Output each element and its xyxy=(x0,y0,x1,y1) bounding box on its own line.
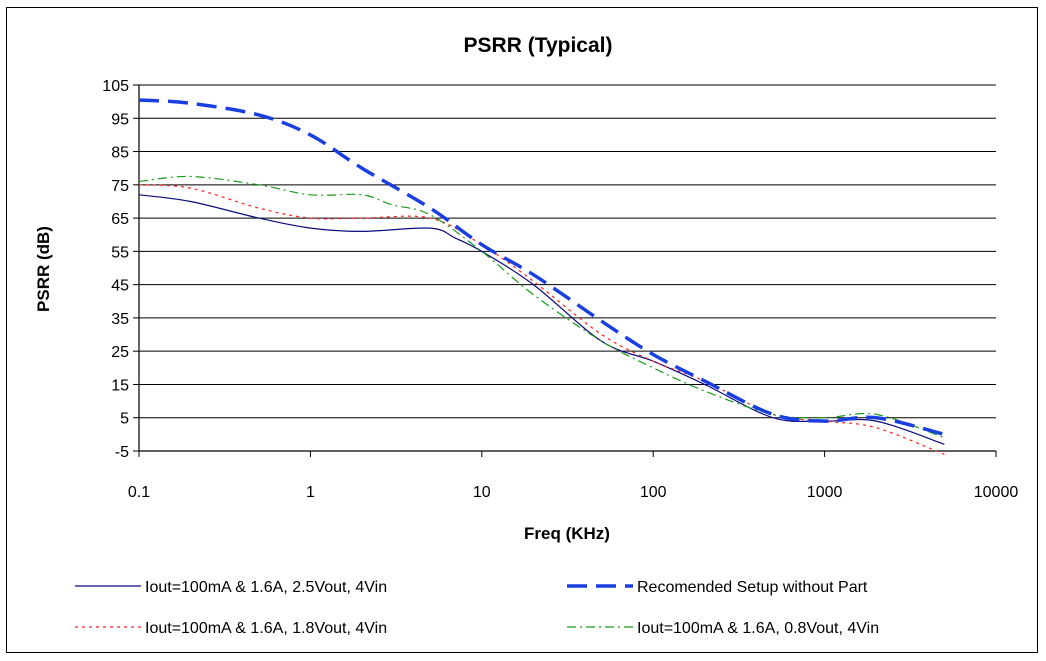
y-tick-label: 85 xyxy=(111,145,129,162)
legend-label-3: Iout=100mA & 1.6A, 1.8Vout, 4Vin xyxy=(145,620,387,637)
x-tick-label: 1000 xyxy=(807,484,843,501)
x-tick-label: 10 xyxy=(473,484,491,501)
series-line-4 xyxy=(138,175,945,439)
x-tick-label: 100 xyxy=(640,484,667,501)
series-line-2 xyxy=(138,98,945,437)
series-line-3 xyxy=(138,184,945,455)
legend-label-2: Recomended Setup without Part xyxy=(637,579,868,596)
psrr-chart: PSRR (Typical) 1059585756555453525155-5 … xyxy=(34,34,1018,637)
chart-title: PSRR (Typical) xyxy=(464,34,613,57)
y-tick-label: -5 xyxy=(115,444,129,461)
y-axis-label: PSRR (dB) xyxy=(34,226,53,312)
y-tick-label: 35 xyxy=(111,311,129,328)
x-axis-label: Freq (KHz) xyxy=(524,524,610,543)
x-axis-ticks: 0.1 1 10 100 1000 10000 xyxy=(128,451,1018,501)
y-tick-label: 95 xyxy=(111,111,129,128)
legend: Iout=100mA & 1.6A, 2.5Vout, 4Vin Recomend… xyxy=(75,579,879,637)
y-tick-label: 45 xyxy=(111,278,129,295)
y-tick-label: 65 xyxy=(111,211,129,228)
y-tick-label: 15 xyxy=(111,377,129,394)
x-tick-label: 0.1 xyxy=(128,484,150,501)
y-axis-ticks: 105 95 85 75 65 55 45 35 25 15 5 -5 xyxy=(102,78,139,461)
legend-label-4: Iout=100mA & 1.6A, 0.8Vout, 4Vin xyxy=(637,620,879,637)
x-tick-label: 1 xyxy=(306,484,315,501)
series-line-1 xyxy=(138,194,945,445)
x-tick-label: 10000 xyxy=(974,484,1019,501)
y-tick-label: 55 xyxy=(111,244,129,261)
grid-lines xyxy=(139,84,996,419)
y-tick-label: 5 xyxy=(120,411,129,428)
series-lines xyxy=(138,98,945,455)
y-tick-label: 105 xyxy=(102,78,129,95)
y-tick-label: 25 xyxy=(111,344,129,361)
legend-label-1: Iout=100mA & 1.6A, 2.5Vout, 4Vin xyxy=(145,579,387,596)
chart-frame: PSRR (Typical) 105 95 85 75 65 55 45 35 25 15 5 -5 … xyxy=(6,7,1038,653)
y-tick-label: 75 xyxy=(111,178,129,195)
